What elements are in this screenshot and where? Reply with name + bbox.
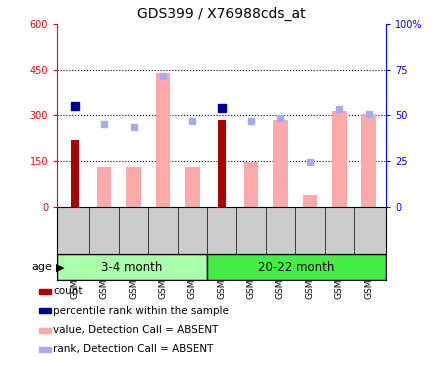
Bar — [331, 111, 346, 207]
Bar — [302, 195, 317, 207]
Bar — [39, 328, 50, 333]
Bar — [57, 254, 206, 280]
Text: age: age — [32, 262, 53, 272]
Bar — [39, 347, 50, 352]
Bar — [96, 167, 111, 207]
Bar — [206, 254, 385, 280]
Bar — [155, 72, 170, 207]
Text: 3-4 month: 3-4 month — [101, 261, 162, 274]
Bar — [39, 309, 50, 313]
Text: count: count — [53, 287, 82, 296]
Text: percentile rank within the sample: percentile rank within the sample — [53, 306, 228, 316]
Text: ▶: ▶ — [56, 262, 64, 272]
Bar — [360, 114, 375, 207]
Text: rank, Detection Call = ABSENT: rank, Detection Call = ABSENT — [53, 344, 213, 354]
Bar — [184, 167, 199, 207]
Text: 20-22 month: 20-22 month — [258, 261, 334, 274]
Bar — [71, 140, 78, 207]
Title: GDS399 / X76988cds_at: GDS399 / X76988cds_at — [137, 7, 305, 21]
Bar — [126, 167, 141, 207]
Text: value, Detection Call = ABSENT: value, Detection Call = ABSENT — [53, 325, 218, 335]
Bar — [272, 120, 287, 207]
Bar — [217, 120, 225, 207]
Bar — [39, 289, 50, 294]
Bar — [243, 162, 258, 207]
